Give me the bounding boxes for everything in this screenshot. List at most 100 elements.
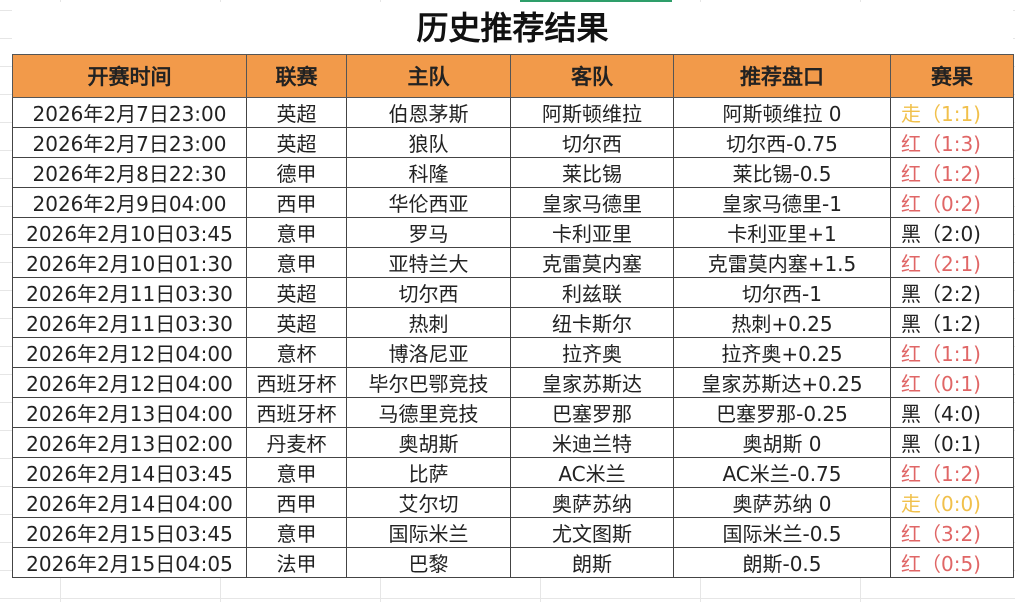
cell-time[interactable]: 2026年2月11日03:30	[12, 307, 247, 338]
cell-home[interactable]: 国际米兰	[346, 517, 511, 548]
header-time[interactable]: 开赛时间	[12, 54, 247, 98]
cell-time[interactable]: 2026年2月13日02:00	[12, 427, 247, 458]
cell-league[interactable]: 英超	[246, 277, 347, 308]
cell-pick[interactable]: 切尔西-1	[673, 277, 891, 308]
cell-league[interactable]: 西甲	[246, 187, 347, 218]
cell-pick[interactable]: 国际米兰-0.5	[673, 517, 891, 548]
cell-league[interactable]: 意甲	[246, 517, 347, 548]
cell-league[interactable]: 英超	[246, 127, 347, 158]
cell-league[interactable]: 丹麦杯	[246, 427, 347, 458]
cell-time[interactable]: 2026年2月15日03:45	[12, 517, 247, 548]
cell-time[interactable]: 2026年2月14日04:00	[12, 487, 247, 518]
cell-home[interactable]: 华伦西亚	[346, 187, 511, 218]
cell-time[interactable]: 2026年2月8日22:30	[12, 157, 247, 188]
cell-home[interactable]: 奥胡斯	[346, 427, 511, 458]
cell-away[interactable]: 莱比锡	[510, 157, 674, 188]
cell-home[interactable]: 比萨	[346, 457, 511, 488]
header-home[interactable]: 主队	[346, 54, 511, 98]
cell-league[interactable]: 西班牙杯	[246, 367, 347, 398]
cell-result[interactable]: 红（0:5)	[890, 547, 1014, 578]
cell-result[interactable]: 红（2:1)	[890, 247, 1014, 278]
cell-league[interactable]: 英超	[246, 97, 347, 128]
cell-pick[interactable]: 切尔西-0.75	[673, 127, 891, 158]
cell-pick[interactable]: 热刺+0.25	[673, 307, 891, 338]
cell-home[interactable]: 亚特兰大	[346, 247, 511, 278]
cell-away[interactable]: 阿斯顿维拉	[510, 97, 674, 128]
cell-home[interactable]: 毕尔巴鄂竞技	[346, 367, 511, 398]
cell-league[interactable]: 西班牙杯	[246, 397, 347, 428]
cell-away[interactable]: 克雷莫内塞	[510, 247, 674, 278]
cell-away[interactable]: 尤文图斯	[510, 517, 674, 548]
cell-pick[interactable]: 朗斯-0.5	[673, 547, 891, 578]
cell-time[interactable]: 2026年2月12日04:00	[12, 337, 247, 368]
cell-home[interactable]: 狼队	[346, 127, 511, 158]
header-away[interactable]: 客队	[510, 54, 674, 98]
cell-result[interactable]: 黑（2:0)	[890, 217, 1014, 248]
cell-pick[interactable]: 奥萨苏纳 0	[673, 487, 891, 518]
cell-pick[interactable]: AC米兰-0.75	[673, 457, 891, 488]
cell-time[interactable]: 2026年2月7日23:00	[12, 127, 247, 158]
cell-away[interactable]: 皇家马德里	[510, 187, 674, 218]
cell-time[interactable]: 2026年2月12日04:00	[12, 367, 247, 398]
cell-pick[interactable]: 皇家苏斯达+0.25	[673, 367, 891, 398]
header-league[interactable]: 联赛	[246, 54, 347, 98]
cell-pick[interactable]: 克雷莫内塞+1.5	[673, 247, 891, 278]
cell-result[interactable]: 走（1:1)	[890, 97, 1014, 128]
cell-away[interactable]: 拉齐奥	[510, 337, 674, 368]
cell-league[interactable]: 英超	[246, 307, 347, 338]
cell-league[interactable]: 西甲	[246, 487, 347, 518]
header-result[interactable]: 赛果	[890, 54, 1014, 98]
cell-result[interactable]: 红（1:2)	[890, 457, 1014, 488]
cell-pick[interactable]: 皇家马德里-1	[673, 187, 891, 218]
header-pick[interactable]: 推荐盘口	[673, 54, 891, 98]
cell-time[interactable]: 2026年2月7日23:00	[12, 97, 247, 128]
cell-result[interactable]: 红（1:1)	[890, 337, 1014, 368]
cell-time[interactable]: 2026年2月15日04:05	[12, 547, 247, 578]
cell-pick[interactable]: 莱比锡-0.5	[673, 157, 891, 188]
cell-away[interactable]: 纽卡斯尔	[510, 307, 674, 338]
cell-home[interactable]: 博洛尼亚	[346, 337, 511, 368]
cell-away[interactable]: 切尔西	[510, 127, 674, 158]
cell-home[interactable]: 热刺	[346, 307, 511, 338]
cell-home[interactable]: 艾尔切	[346, 487, 511, 518]
cell-result[interactable]: 红（0:2)	[890, 187, 1014, 218]
cell-result[interactable]: 黑（0:1)	[890, 427, 1014, 458]
cell-time[interactable]: 2026年2月13日04:00	[12, 397, 247, 428]
cell-result[interactable]: 红（1:3)	[890, 127, 1014, 158]
cell-league[interactable]: 德甲	[246, 157, 347, 188]
cell-pick[interactable]: 卡利亚里+1	[673, 217, 891, 248]
cell-home[interactable]: 巴黎	[346, 547, 511, 578]
cell-league[interactable]: 意甲	[246, 457, 347, 488]
cell-away[interactable]: 利兹联	[510, 277, 674, 308]
cell-result[interactable]: 红（1:2)	[890, 157, 1014, 188]
cell-time[interactable]: 2026年2月14日03:45	[12, 457, 247, 488]
cell-result[interactable]: 红（3:2)	[890, 517, 1014, 548]
cell-result[interactable]: 黑（2:2)	[890, 277, 1014, 308]
cell-result[interactable]: 红（0:1)	[890, 367, 1014, 398]
cell-pick[interactable]: 奥胡斯 0	[673, 427, 891, 458]
cell-pick[interactable]: 拉齐奥+0.25	[673, 337, 891, 368]
cell-away[interactable]: 卡利亚里	[510, 217, 674, 248]
cell-time[interactable]: 2026年2月10日03:45	[12, 217, 247, 248]
cell-time[interactable]: 2026年2月10日01:30	[12, 247, 247, 278]
cell-home[interactable]: 马德里竞技	[346, 397, 511, 428]
cell-pick[interactable]: 阿斯顿维拉 0	[673, 97, 891, 128]
cell-away[interactable]: 米迪兰特	[510, 427, 674, 458]
cell-away[interactable]: 奥萨苏纳	[510, 487, 674, 518]
cell-result[interactable]: 走（0:0)	[890, 487, 1014, 518]
cell-league[interactable]: 意甲	[246, 217, 347, 248]
cell-home[interactable]: 科隆	[346, 157, 511, 188]
cell-result[interactable]: 黑（4:0)	[890, 397, 1014, 428]
cell-away[interactable]: 巴塞罗那	[510, 397, 674, 428]
cell-league[interactable]: 意甲	[246, 247, 347, 278]
cell-league[interactable]: 法甲	[246, 547, 347, 578]
cell-away[interactable]: AC米兰	[510, 457, 674, 488]
cell-time[interactable]: 2026年2月9日04:00	[12, 187, 247, 218]
cell-away[interactable]: 朗斯	[510, 547, 674, 578]
cell-away[interactable]: 皇家苏斯达	[510, 367, 674, 398]
cell-home[interactable]: 罗马	[346, 217, 511, 248]
cell-time[interactable]: 2026年2月11日03:30	[12, 277, 247, 308]
cell-home[interactable]: 切尔西	[346, 277, 511, 308]
cell-pick[interactable]: 巴塞罗那-0.25	[673, 397, 891, 428]
cell-home[interactable]: 伯恩茅斯	[346, 97, 511, 128]
